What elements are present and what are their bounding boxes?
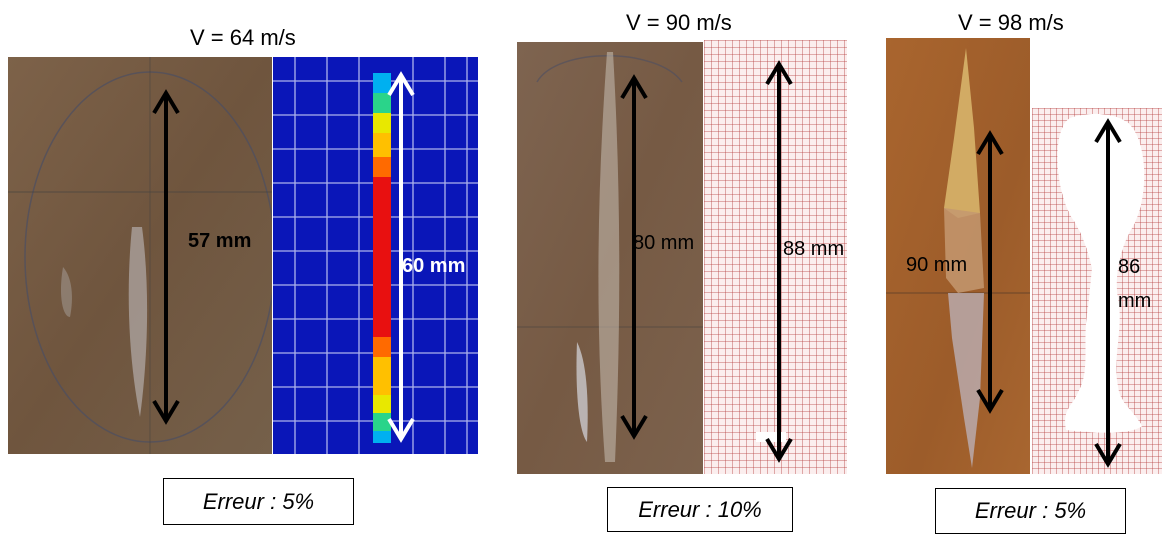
sim-length-label-2: 88 mm [783,238,845,260]
error-box-2: Erreur : 10% [607,487,793,532]
simulation-panel-3 [1032,108,1162,474]
sim-length-label-3b: mm [1118,290,1152,312]
error-box-1: Erreur : 5% [163,478,354,525]
sim-length-label-1: 60 mm [402,255,466,277]
photo-panel-3 [886,38,1030,474]
photo-length-label-1: 57 mm [188,230,252,252]
photo-length-label-2: 80 mm [633,232,695,254]
velocity-label-1: V = 64 m/s [190,25,296,50]
photo-panel-2 [517,42,703,474]
velocity-label-3: V = 98 m/s [958,10,1064,35]
sim-length-label-3a: 86 [1118,256,1141,278]
photo-panel-1 [8,57,272,454]
error-label-2: Erreur : 10% [638,496,762,522]
error-box-3: Erreur : 5% [935,488,1126,534]
error-label-3: Erreur : 5% [974,498,1087,523]
simulation-panel-1 [273,57,478,454]
velocity-label-2: V = 90 m/s [626,10,732,35]
photo-length-label-3: 90 mm [906,254,968,276]
error-label-1: Erreur : 5% [202,488,315,514]
simulation-panel-2 [704,40,847,474]
